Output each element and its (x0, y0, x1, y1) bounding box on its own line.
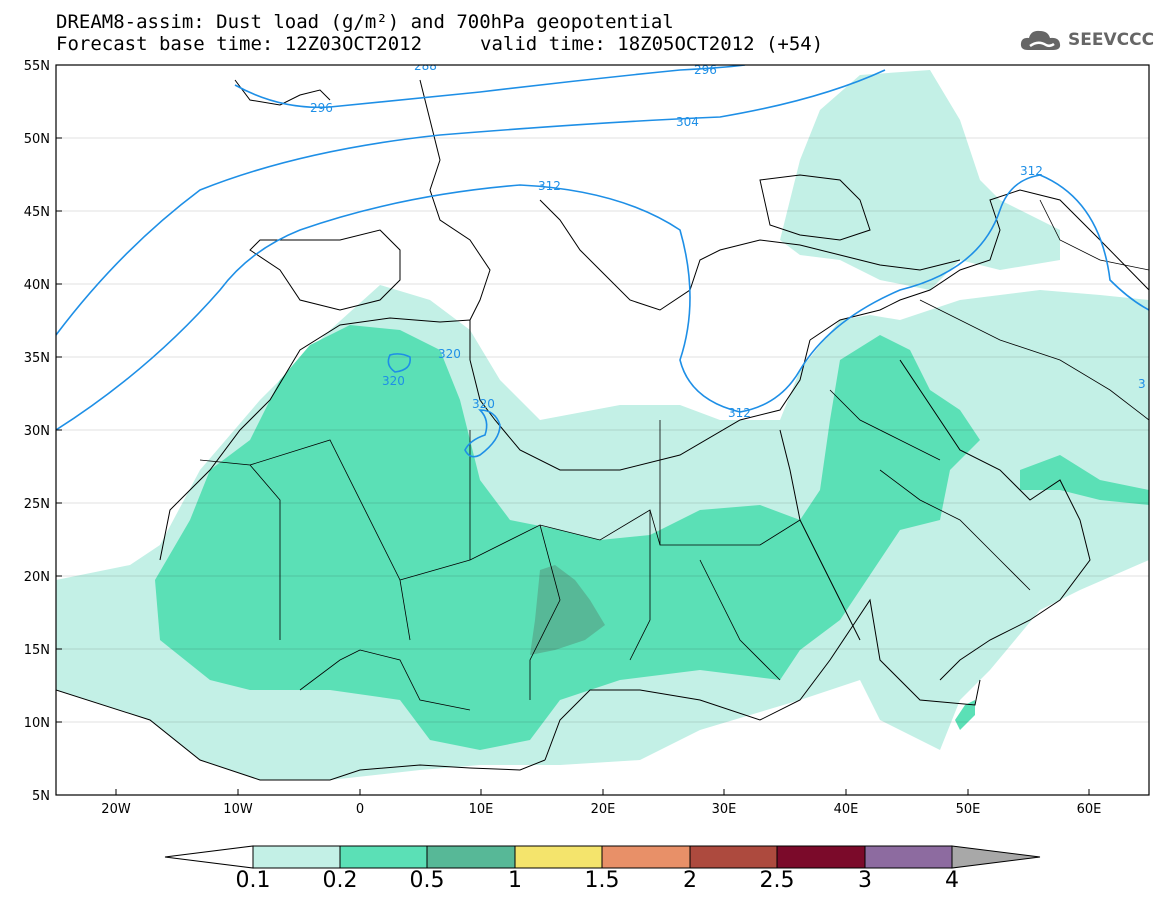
colorbar (164, 845, 1041, 869)
colorbar-segment (514, 845, 603, 869)
longitude-labels: 20W 10W 0 10E 20E 30E 40E 50E 60E (101, 802, 1101, 817)
colorbar-segment (864, 845, 953, 869)
colorbar-label: 0.1 (235, 868, 271, 893)
axis-ticks (56, 64, 1090, 795)
lat-label: 30N (24, 424, 50, 439)
lon-label: 30E (712, 802, 737, 817)
colorbar-segment (776, 845, 866, 869)
borders (199, 199, 1149, 711)
lon-label: 10E (469, 802, 494, 817)
lat-label: 45N (24, 205, 50, 220)
lat-label: 5N (32, 789, 50, 804)
dust-region-high (530, 565, 605, 655)
contour-label: 312 (538, 179, 561, 193)
colorbar-segment (339, 845, 428, 869)
map-area: 288 296 296 304 312 312 312 320 320 320 … (56, 59, 1149, 795)
lat-label: 15N (24, 643, 50, 658)
lon-label: 50E (956, 802, 981, 817)
colorbar-label: 2.5 (759, 868, 795, 893)
colorbar-segment (252, 845, 341, 869)
geopotential-contours (56, 65, 1149, 458)
contour-label: 320 (438, 347, 461, 361)
contour-label: 312 (1020, 164, 1043, 178)
colorbar-label: 1.5 (584, 868, 620, 893)
colorbar-segment (689, 845, 778, 869)
lon-label: 20W (101, 802, 131, 817)
valid-time: valid time: 18Z05OCT2012 (+54) (480, 33, 824, 55)
base-time: Forecast base time: 12Z03OCT2012 (56, 33, 423, 55)
logo-text: SEEVCCC (1068, 30, 1155, 50)
lon-label: 40E (834, 802, 859, 817)
lat-label: 50N (24, 132, 50, 147)
lat-label: 10N (24, 716, 50, 731)
lat-label: 55N (24, 59, 50, 74)
colorbar-label: 2 (683, 868, 697, 893)
contour-label: 3 (1138, 377, 1146, 391)
colorbar-segment (426, 845, 516, 869)
colorbar-label: 0.2 (322, 868, 358, 893)
contour-labels: 288 296 296 304 312 312 312 320 320 320 … (310, 59, 1146, 420)
lon-label: 20E (591, 802, 616, 817)
latitude-labels: 55N 50N 45N 40N 35N 30N 25N 20N 15N 10N … (24, 59, 50, 804)
dust-region-mid-horn (955, 700, 975, 730)
seevccc-logo: SEEVCCC (1018, 26, 1154, 54)
contour-label: 288 (414, 59, 437, 73)
contour-label: 296 (310, 101, 333, 115)
dust-region-low-north (780, 70, 1060, 290)
colorbar-label: 1 (508, 868, 522, 893)
lat-label: 35N (24, 351, 50, 366)
lon-label: 60E (1077, 802, 1102, 817)
colorbar-segment (951, 845, 1041, 869)
contour-label: 320 (382, 374, 405, 388)
lat-label: 40N (24, 278, 50, 293)
colorbar-label: 4 (945, 868, 959, 893)
cloud-icon (1020, 30, 1061, 50)
lat-label: 20N (24, 570, 50, 585)
contour-label: 304 (676, 115, 699, 129)
contour-label: 312 (728, 406, 751, 420)
grid (56, 137, 1149, 723)
lon-label: 0 (356, 802, 364, 817)
lat-label: 25N (24, 497, 50, 512)
map-title: DREAM8-assim: Dust load (g/m²) and 700hP… (56, 11, 674, 33)
contour-label: 296 (694, 63, 717, 77)
colorbar-label: 0.5 (409, 868, 445, 893)
contour-label: 320 (472, 397, 495, 411)
dust-region-mid (155, 325, 980, 750)
lon-label: 10W (223, 802, 253, 817)
colorbar-segment (164, 845, 254, 869)
dust-region-mid-gulf (1020, 455, 1149, 505)
map-subtitle: Forecast base time: 12Z03OCT2012 valid ti… (56, 33, 823, 55)
colorbar-label: 3 (858, 868, 872, 893)
coastlines (56, 79, 1149, 781)
colorbar-segment (601, 845, 691, 869)
